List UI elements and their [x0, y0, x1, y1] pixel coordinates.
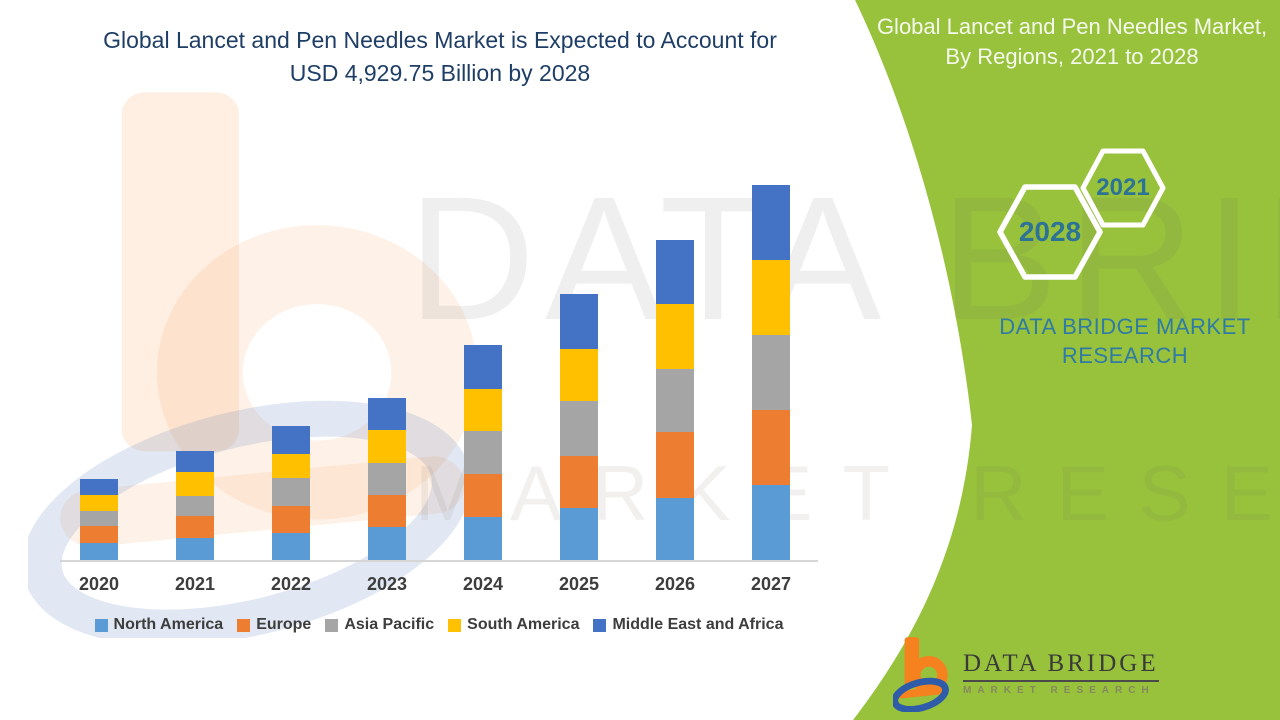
stacked-bar-2020	[80, 479, 118, 560]
legend-swatch-icon	[325, 618, 339, 632]
bar-segment-south-america	[560, 349, 598, 401]
company-logo-text: DATA BRIDGE MARKET RESEARCH	[963, 650, 1159, 696]
bar-segment-south-america	[656, 304, 694, 369]
bar-segment-asia-pacific	[560, 401, 598, 456]
bar-segment-north-america	[464, 517, 502, 560]
bar-segment-north-america	[752, 485, 790, 560]
legend-label: Europe	[256, 616, 312, 633]
bar-segment-south-america	[464, 389, 502, 431]
legend-label: Middle East and Africa	[612, 616, 784, 633]
bar-segment-asia-pacific	[656, 369, 694, 432]
x-axis-label-2024: 2024	[462, 574, 504, 594]
legend-item-europe: Europe	[237, 616, 311, 634]
bar-segment-asia-pacific	[368, 463, 406, 495]
panel-title: Global Lancet and Pen Needles Market, By…	[876, 14, 1268, 69]
chart-title: Global Lancet and Pen Needles Market is …	[103, 27, 777, 86]
bar-segment-europe	[272, 506, 310, 533]
x-axis-label-2022: 2022	[270, 574, 312, 594]
legend-swatch-icon	[593, 618, 607, 632]
company-logo: DATA BRIDGE MARKET RESEARCH	[893, 634, 1159, 712]
bar-segment-south-america	[368, 430, 406, 463]
x-axis-label-2026: 2026	[654, 574, 696, 594]
legend-item-middle-east-and-africa: Middle East and Africa	[593, 616, 783, 634]
bar-segment-north-america	[176, 538, 214, 560]
bar-segment-europe	[752, 410, 790, 485]
bar-segment-south-america	[752, 260, 790, 335]
legend-label: North America	[113, 616, 224, 633]
legend-swatch-icon	[237, 618, 251, 632]
legend-swatch-icon	[94, 618, 108, 632]
company-logo-subname: MARKET RESEARCH	[963, 685, 1155, 696]
bar-segment-north-america	[272, 533, 310, 560]
x-axis-label-2020: 2020	[78, 574, 120, 594]
bar-segment-middle-east-and-africa	[752, 185, 790, 260]
legend-swatch-icon	[448, 618, 462, 632]
bar-segment-south-america	[176, 472, 214, 496]
hexagon-label-2028: 2028	[1018, 216, 1082, 247]
x-axis-line	[60, 560, 818, 562]
bar-segment-middle-east-and-africa	[368, 398, 406, 430]
bar-segment-north-america	[368, 527, 406, 560]
stacked-bar-2023	[368, 398, 406, 560]
bar-segment-asia-pacific	[80, 511, 118, 526]
bar-segment-north-america	[560, 508, 598, 560]
stacked-bar-2026	[656, 240, 694, 560]
bar-segment-europe	[176, 516, 214, 538]
brand-text: DATA BRIDGE MARKET RESEARCH	[999, 314, 1251, 368]
bar-segment-middle-east-and-africa	[80, 479, 118, 495]
legend-item-south-america: South America	[448, 616, 579, 634]
x-axis-label-2027: 2027	[750, 574, 792, 594]
bar-segment-europe	[80, 526, 118, 543]
bar-segment-europe	[656, 432, 694, 498]
bar-segment-middle-east-and-africa	[464, 345, 502, 389]
legend-item-asia-pacific: Asia Pacific	[325, 616, 434, 634]
bar-segment-middle-east-and-africa	[656, 240, 694, 304]
stacked-bar-2027	[752, 185, 790, 560]
legend-label: South America	[467, 616, 580, 633]
bar-segment-middle-east-and-africa	[176, 451, 214, 472]
bar-segment-middle-east-and-africa	[560, 294, 598, 349]
bar-segment-europe	[368, 495, 406, 527]
bar-segment-europe	[560, 456, 598, 508]
x-axis-label-2023: 2023	[366, 574, 408, 594]
bar-segment-north-america	[80, 543, 118, 560]
legend-label: Asia Pacific	[344, 616, 435, 633]
company-logo-icon	[893, 637, 949, 712]
bar-segment-asia-pacific	[752, 335, 790, 410]
bar-segment-asia-pacific	[176, 496, 214, 516]
bar-segment-asia-pacific	[464, 431, 502, 474]
legend-item-north-america: North America	[94, 616, 224, 634]
x-axis-label-2021: 2021	[174, 574, 216, 594]
chart-legend: North America Europe Asia Pacific South Ame…	[60, 616, 818, 634]
stacked-bar-2025	[560, 294, 598, 560]
company-logo-name: DATA BRIDGE	[963, 650, 1159, 682]
bar-segment-south-america	[80, 495, 118, 511]
stacked-bar-2022	[272, 426, 310, 560]
stacked-bar-2024	[464, 345, 502, 560]
bar-segment-north-america	[656, 498, 694, 560]
bar-segment-europe	[464, 474, 502, 517]
bar-segment-south-america	[272, 454, 310, 478]
hexagon-label-2021: 2021	[1096, 174, 1150, 201]
bar-segment-middle-east-and-africa	[272, 426, 310, 454]
stacked-bar-2021	[176, 451, 214, 560]
x-axis-label-2025: 2025	[558, 574, 600, 594]
bar-segment-asia-pacific	[272, 478, 310, 506]
